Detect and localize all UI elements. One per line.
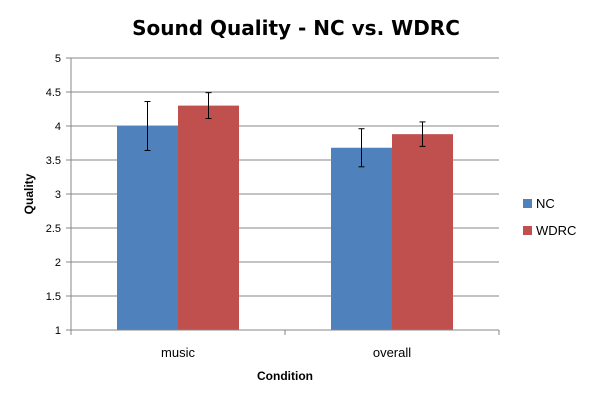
y-tick-label: 1: [55, 325, 61, 337]
legend-label-wdrc: WDRC: [536, 223, 576, 238]
y-tick-label: 2.5: [46, 223, 61, 235]
bar-wdrc-overall: [392, 134, 453, 330]
legend-label-nc: NC: [536, 196, 555, 211]
bars: [117, 105, 453, 330]
y-tick-label: 3.5: [46, 155, 61, 167]
y-tick-labels: 1 1.5 2 2.5 3 3.5 4 4.5 5: [46, 53, 61, 337]
x-category-labels: music overall: [161, 345, 411, 360]
x-category-label: overall: [373, 345, 411, 360]
bar-nc-music: [117, 126, 178, 330]
y-tick-label: 2: [55, 257, 61, 269]
y-axis-title: Quality: [22, 173, 36, 214]
legend-swatch-nc: [523, 199, 532, 208]
x-category-label: music: [161, 345, 195, 360]
legend: NC WDRC: [523, 196, 576, 238]
chart-title: Sound Quality - NC vs. WDRC: [132, 16, 460, 40]
bar-nc-overall: [331, 147, 392, 330]
bar-wdrc-music: [178, 105, 239, 330]
y-tick-label: 4: [55, 121, 61, 133]
x-axis-title: Condition: [257, 369, 313, 383]
y-tick-label: 5: [55, 53, 61, 65]
y-tick-label: 3: [55, 189, 61, 201]
y-tick-label: 1.5: [46, 291, 61, 303]
y-tick-label: 4.5: [46, 87, 61, 99]
legend-swatch-wdrc: [523, 226, 532, 235]
error-bars: [144, 92, 426, 168]
axes: [66, 57, 500, 335]
